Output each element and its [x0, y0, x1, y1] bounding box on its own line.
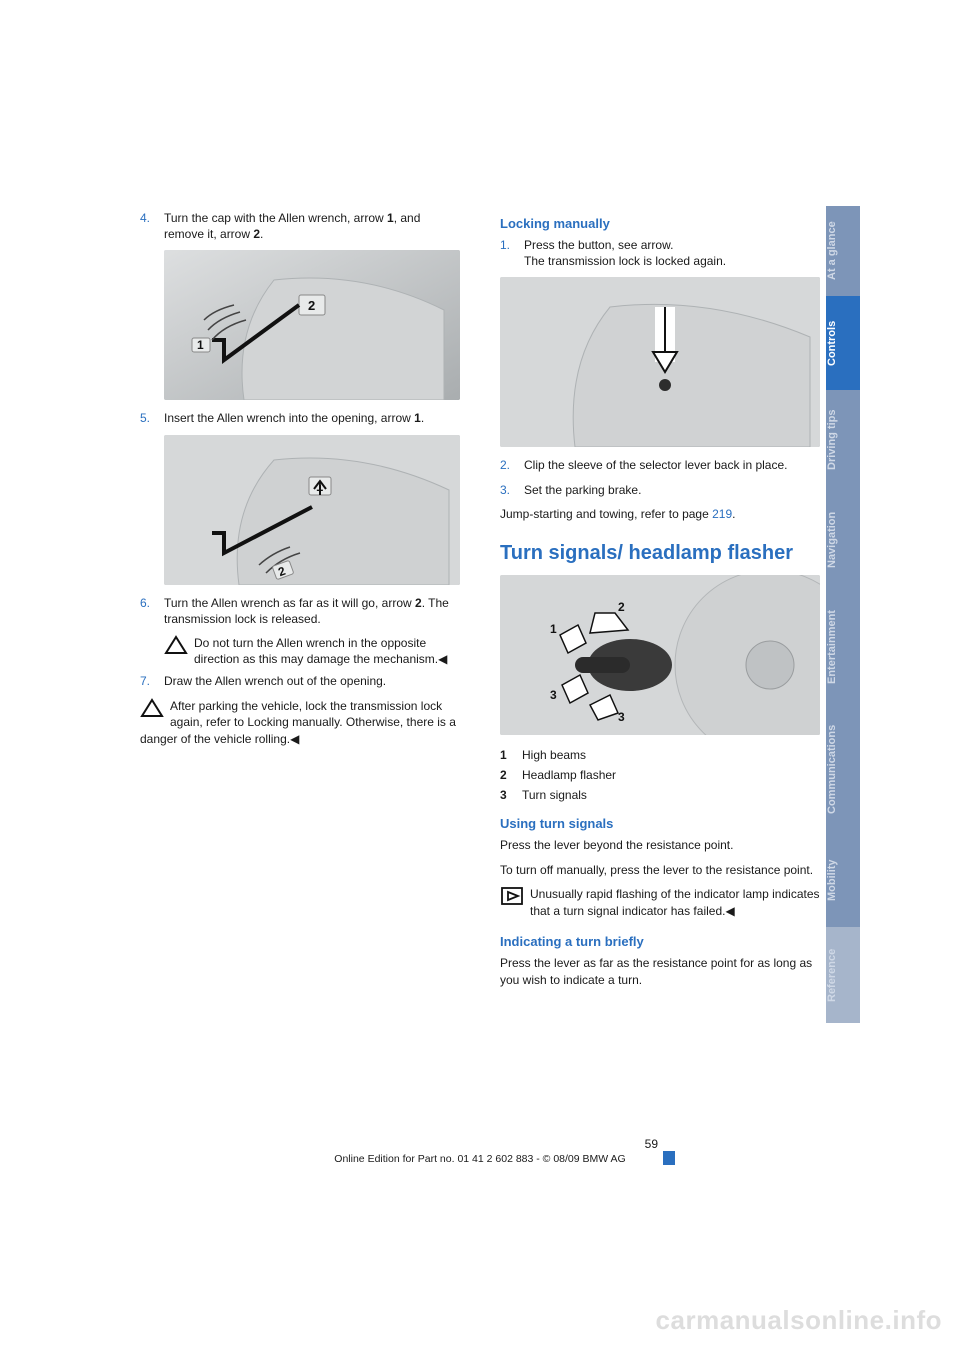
page-number: 59: [645, 1137, 658, 1151]
figure-turn-signal-stalk: 2 1 3 3: [500, 575, 820, 735]
using-p2: To turn off manually, press the lever to…: [500, 862, 820, 879]
tab-controls[interactable]: Controls: [826, 296, 860, 390]
tip-icon: [500, 886, 524, 906]
step-text: Press the button, see arrow. The transmi…: [524, 237, 820, 269]
tip-rapid-flash: Unusually rapid flashing of the indicato…: [500, 886, 820, 920]
tab-navigation[interactable]: Navigation: [826, 490, 860, 590]
step-number: 4.: [140, 210, 164, 242]
footer-line: Online Edition for Part no. 01 41 2 602 …: [140, 1153, 820, 1165]
step-r1: 1. Press the button, see arrow. The tran…: [500, 237, 820, 269]
warning-icon: !: [164, 635, 188, 655]
jump-start-ref: Jump-starting and towing, refer to page …: [500, 506, 820, 523]
tip-text: Unusually rapid flashing of the indicato…: [530, 887, 820, 918]
tab-mobility[interactable]: Mobility: [826, 833, 860, 927]
step-5: 5. Insert the Allen wrench into the open…: [140, 410, 460, 426]
step-text: Turn the cap with the Allen wrench, arro…: [164, 210, 460, 242]
step-text: Insert the Allen wrench into the opening…: [164, 410, 460, 426]
brief-p: Press the lever as far as the resistance…: [500, 955, 820, 989]
step-6: 6. Turn the Allen wrench as far as it wi…: [140, 595, 460, 627]
heading-turn-signals: Turn signals/ headlamp flasher: [500, 541, 820, 565]
step-text: Turn the Allen wrench as far as it will …: [164, 595, 460, 627]
step-r3: 3. Set the parking brake.: [500, 482, 820, 498]
step-number: 2.: [500, 457, 524, 473]
tab-entertainment[interactable]: Entertainment: [826, 590, 860, 705]
figure-wrench-cap: 2 1: [164, 250, 460, 400]
warning-text: After parking the vehicle, lock the tran…: [140, 699, 456, 747]
svg-text:1: 1: [197, 338, 204, 352]
svg-text:2: 2: [308, 298, 315, 313]
figure-wrench-insert: 1 2: [164, 435, 460, 585]
step-number: 1.: [500, 237, 524, 269]
left-column: 4. Turn the cap with the Allen wrench, a…: [140, 210, 460, 748]
svg-text:1: 1: [550, 622, 557, 636]
heading-indicating-briefly: Indicating a turn briefly: [500, 934, 820, 949]
svg-text:!: !: [174, 640, 178, 654]
step-number: 6.: [140, 595, 164, 627]
tab-driving-tips[interactable]: Driving tips: [826, 390, 860, 490]
tab-at-a-glance[interactable]: At a glance: [826, 206, 860, 296]
tab-reference[interactable]: Reference: [826, 927, 860, 1023]
watermark: carmanualsonline.info: [656, 1305, 942, 1336]
warning-after-parking: ! After parking the vehicle, lock the tr…: [140, 698, 460, 748]
step-number: 3.: [500, 482, 524, 498]
step-number: 5.: [140, 410, 164, 426]
heading-locking-manually: Locking manually: [500, 216, 820, 231]
svg-text:2: 2: [618, 600, 625, 614]
warning-text: Do not turn the Allen wrench in the oppo…: [194, 635, 460, 667]
figure-legend: 1High beams 2Headlamp flasher 3Turn sign…: [500, 745, 820, 806]
step-number: 7.: [140, 673, 164, 689]
using-p1: Press the lever beyond the resistance po…: [500, 837, 820, 854]
svg-text:3: 3: [618, 710, 625, 724]
figure-press-button: [500, 277, 820, 447]
heading-using-turn-signals: Using turn signals: [500, 816, 820, 831]
warning-do-not-turn: ! Do not turn the Allen wrench in the op…: [164, 635, 460, 667]
step-r2: 2. Clip the sleeve of the selector lever…: [500, 457, 820, 473]
right-column: Locking manually 1. Press the button, se…: [500, 210, 820, 997]
step-text: Set the parking brake.: [524, 482, 820, 498]
tab-communications[interactable]: Communications: [826, 705, 860, 833]
warning-icon: !: [140, 698, 164, 718]
step-text: Clip the sleeve of the selector lever ba…: [524, 457, 820, 473]
svg-text:!: !: [150, 703, 154, 717]
step-7: 7. Draw the Allen wrench out of the open…: [140, 673, 460, 689]
svg-text:3: 3: [550, 688, 557, 702]
side-tabs: At a glance Controls Driving tips Naviga…: [826, 206, 860, 1023]
step-text: Draw the Allen wrench out of the opening…: [164, 673, 460, 689]
page-content: 4. Turn the cap with the Allen wrench, a…: [140, 210, 820, 1165]
step-4: 4. Turn the cap with the Allen wrench, a…: [140, 210, 460, 242]
page-link-219[interactable]: 219: [712, 507, 732, 521]
